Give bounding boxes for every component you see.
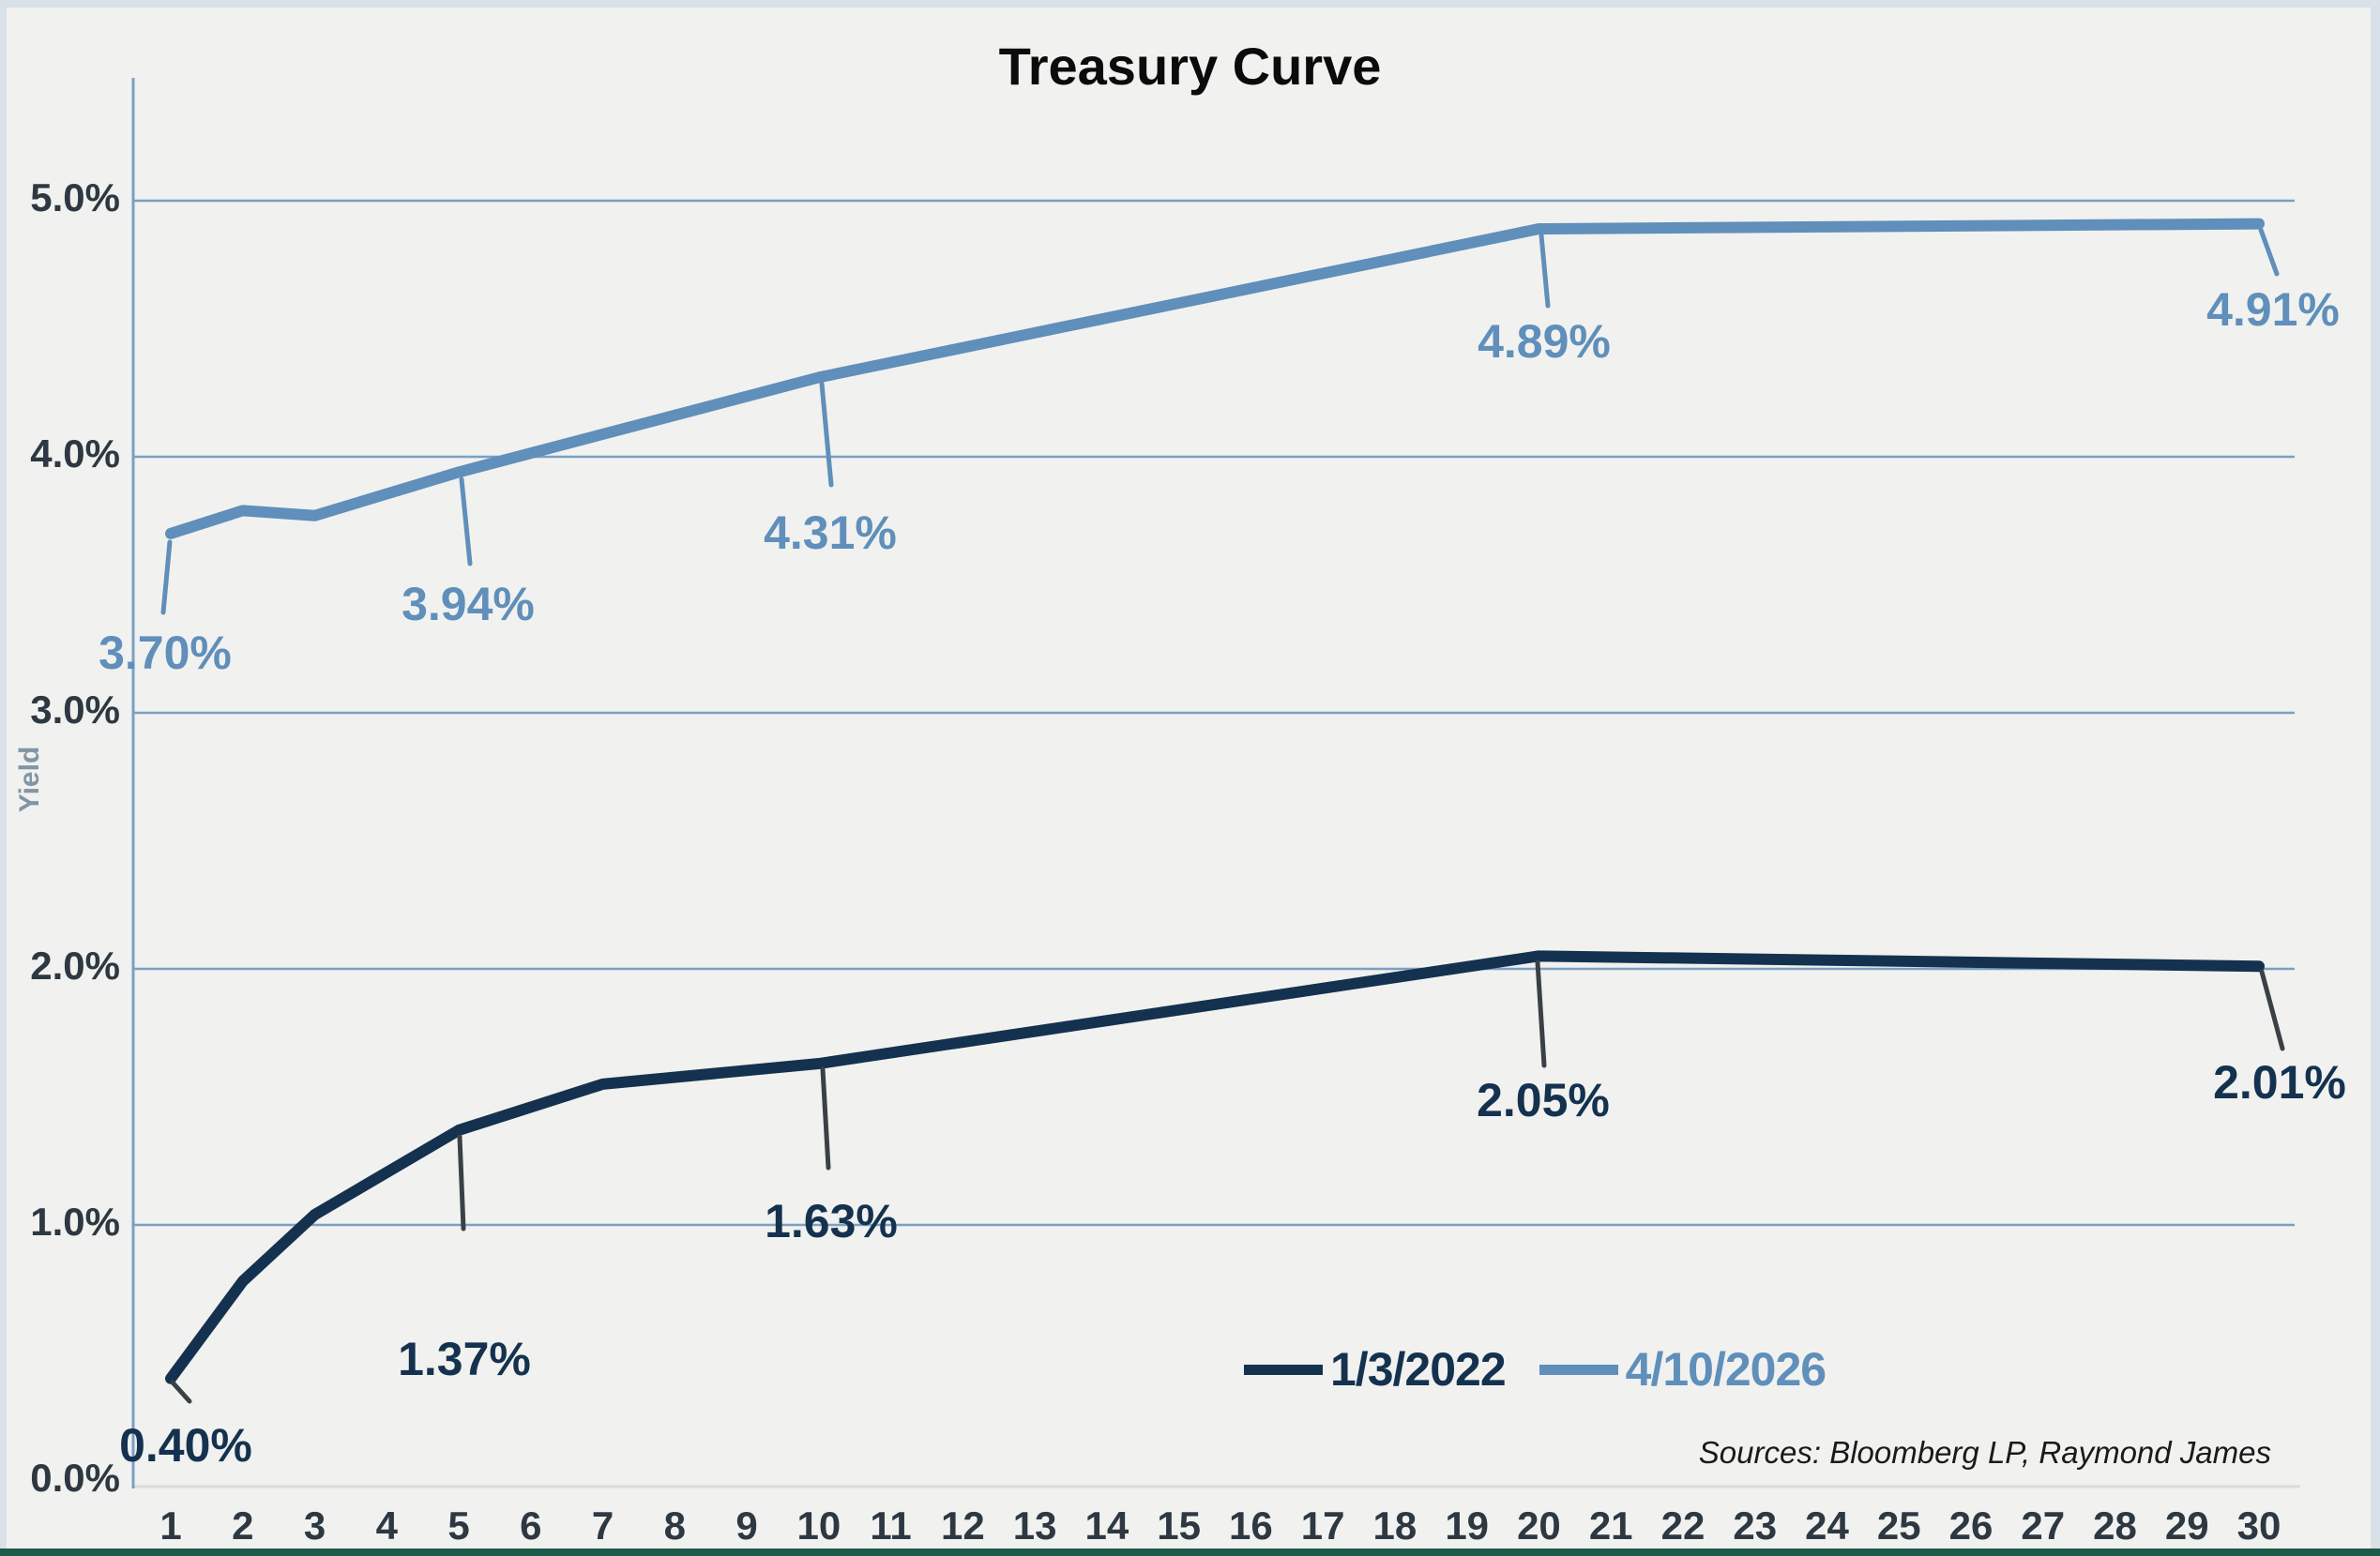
annotation-leader xyxy=(1535,959,1547,1068)
x-tick-label: 11 xyxy=(870,1503,911,1548)
x-tick-label: 21 xyxy=(1589,1503,1633,1548)
legend-swatch-2022 xyxy=(1244,1364,1323,1375)
y-tick-label: 3.0% xyxy=(30,687,120,732)
x-tick-label: 8 xyxy=(664,1503,686,1548)
x-tick-label: 9 xyxy=(735,1503,757,1548)
y-tick-label: 5.0% xyxy=(30,175,120,219)
annotation-leader xyxy=(160,539,173,615)
annotation-label: 1.37% xyxy=(398,1333,531,1385)
x-tick-label: 6 xyxy=(520,1503,541,1548)
y-tick-label: 2.0% xyxy=(30,944,120,988)
annotation-leader xyxy=(457,1134,466,1231)
annotation-label: 0.40% xyxy=(119,1419,252,1472)
annotation-label: 4.89% xyxy=(1478,315,1611,368)
annotation-leader xyxy=(1539,233,1551,309)
x-tick-label: 30 xyxy=(2237,1503,2281,1548)
legend-label-2022: 1/3/2022 xyxy=(1330,1343,1507,1396)
x-tick-label: 10 xyxy=(796,1503,841,1548)
x-tick-label: 1 xyxy=(159,1503,181,1548)
x-tick-label: 23 xyxy=(1733,1503,1777,1548)
annotation-leader xyxy=(2259,969,2285,1051)
legend-item-2022: 1/3/2022 xyxy=(1244,1342,1507,1397)
annotation-label: 4.91% xyxy=(2206,283,2340,336)
x-tick-label: 15 xyxy=(1157,1503,1201,1548)
x-tick-label: 27 xyxy=(2021,1503,2065,1548)
annotation-label: 2.01% xyxy=(2213,1056,2346,1109)
annotation-label: 2.05% xyxy=(1477,1074,1610,1126)
y-tick-label: 1.0% xyxy=(30,1200,120,1244)
x-tick-label: 24 xyxy=(1805,1503,1849,1548)
x-tick-label: 19 xyxy=(1445,1503,1489,1548)
x-tick-label: 20 xyxy=(1517,1503,1561,1548)
legend-swatch-2026 xyxy=(1539,1364,1618,1375)
annotation-label: 3.70% xyxy=(99,627,232,679)
x-tick-label: 3 xyxy=(304,1503,326,1548)
x-tick-label: 17 xyxy=(1301,1503,1345,1548)
x-tick-label: 14 xyxy=(1085,1503,1129,1548)
x-tick-label: 7 xyxy=(592,1503,614,1548)
x-tick-label: 18 xyxy=(1373,1503,1417,1548)
x-tick-label: 25 xyxy=(1877,1503,1921,1548)
x-tick-label: 5 xyxy=(447,1503,469,1548)
annotation-leader xyxy=(170,1380,192,1404)
x-tick-label: 16 xyxy=(1229,1503,1273,1548)
annotation-label: 3.94% xyxy=(402,578,535,630)
series-line-4-10-2026 xyxy=(165,218,2266,539)
y-tick-label: 0.0% xyxy=(30,1456,120,1500)
x-tick-label: 22 xyxy=(1661,1503,1705,1548)
x-tick-label: 4 xyxy=(376,1503,399,1548)
y-tick-label: 4.0% xyxy=(30,431,120,476)
annotation-leader xyxy=(2258,227,2280,277)
legend-item-2026: 4/10/2026 xyxy=(1539,1342,1827,1397)
x-tick-label: 2 xyxy=(232,1503,253,1548)
bottom-accent-bar xyxy=(0,1548,2380,1556)
x-tick-label: 26 xyxy=(1949,1503,1993,1548)
annotation-leader xyxy=(820,1066,831,1171)
annotation-label: 1.63% xyxy=(765,1195,898,1247)
series-line-1-3-2022 xyxy=(165,950,2266,1384)
x-tick-label: 28 xyxy=(2093,1503,2137,1548)
x-tick-label: 29 xyxy=(2165,1503,2209,1548)
chart-title: Treasury Curve xyxy=(998,37,1382,96)
x-tick-label: 13 xyxy=(1013,1503,1057,1548)
annotation-leader xyxy=(459,476,473,567)
annotation-label: 4.31% xyxy=(764,506,897,559)
x-tick-label: 12 xyxy=(941,1503,985,1548)
annotation-leader xyxy=(819,381,834,488)
legend: 1/3/2022 4/10/2026 xyxy=(1244,1341,1827,1397)
source-note: Sources: Bloomberg LP, Raymond James xyxy=(1698,1435,2271,1470)
legend-label-2026: 4/10/2026 xyxy=(1625,1343,1827,1396)
